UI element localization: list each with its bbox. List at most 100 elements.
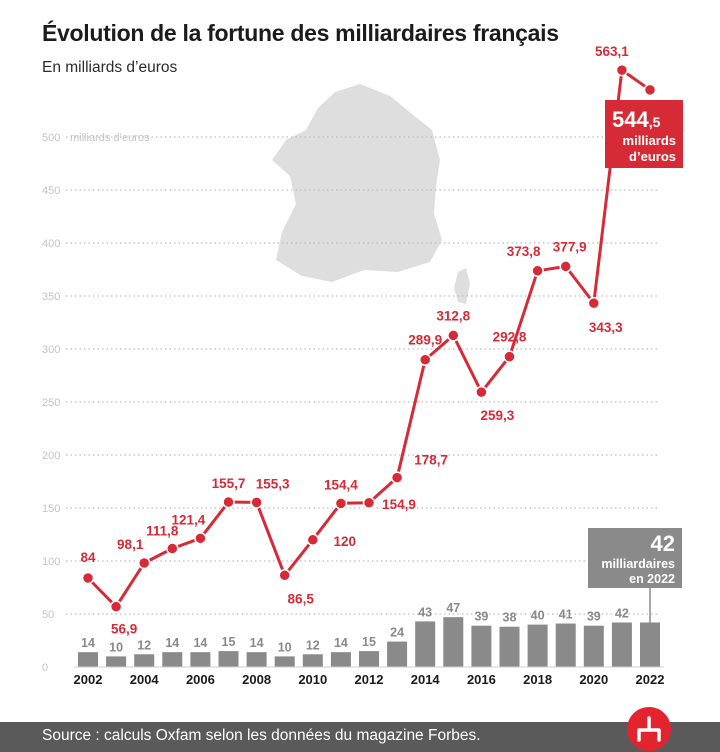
bar-label: 15 — [222, 635, 236, 649]
fortune-point — [615, 63, 629, 77]
fortune-value-label: 111,8 — [146, 523, 179, 538]
bar-label: 24 — [390, 626, 404, 640]
billionaires-bar — [190, 652, 211, 667]
billionaires-bar — [274, 656, 295, 667]
x-tick-label: 2008 — [242, 672, 271, 687]
fortune-point — [559, 260, 572, 273]
chart-title: Évolution de la fortune des milliardaire… — [42, 20, 559, 46]
fortune-point — [503, 350, 516, 363]
fortune-callout-unit2: d’euros — [629, 149, 676, 164]
x-tick-label: 2004 — [130, 672, 160, 687]
bar-label: 38 — [503, 611, 517, 625]
fortune-point — [166, 542, 179, 555]
bar-label: 43 — [418, 605, 432, 619]
bar-label: 10 — [278, 640, 292, 654]
fortune-value-label: 98,1 — [117, 537, 144, 552]
billionaires-bar — [162, 652, 183, 667]
bar-label: 10 — [109, 640, 123, 654]
fortune-value-label: 155,7 — [212, 476, 246, 491]
y-tick-label: 500 — [42, 132, 60, 144]
source-footer: Source : calculs Oxfam selon les données… — [0, 722, 720, 752]
fortune-value-label: 86,5 — [288, 591, 315, 606]
billionaires-bar — [499, 626, 520, 667]
y-tick-label: 200 — [42, 450, 60, 462]
billionaires-callout: 42 milliardaires en 2022 — [588, 528, 682, 624]
bar-label: 14 — [193, 636, 207, 650]
publisher-logo-icon — [627, 707, 671, 751]
fortune-value-label: 289,9 — [408, 333, 442, 348]
fortune-point — [109, 600, 123, 613]
y-tick-label: 250 — [42, 397, 60, 409]
y-tick-label: 450 — [42, 185, 60, 197]
corsica-map — [454, 268, 470, 304]
bar-label: 14 — [165, 636, 179, 650]
x-tick-label: 2002 — [74, 672, 103, 687]
fortune-value-label: 377,9 — [553, 239, 587, 254]
billionaires-bar — [555, 623, 576, 667]
billionaires-bar — [359, 651, 379, 667]
fortune-value-label: 563,1 — [595, 44, 629, 59]
chart-canvas: 0 50 100 150 200 250 300 350 400 450 500 milliards … — [42, 44, 683, 687]
billionaires-bar — [415, 621, 436, 667]
billionaires-bar — [387, 641, 408, 667]
billionaires-bar — [78, 652, 98, 667]
bar-label: 39 — [587, 610, 601, 624]
bar-label: 41 — [559, 608, 573, 622]
svg-text:544,5: 544,5 — [612, 107, 661, 132]
billionaires-bar — [611, 622, 632, 667]
x-tick-label: 2006 — [186, 672, 215, 687]
france-map — [272, 84, 442, 282]
billionaires-callout-unit2: en 2022 — [629, 572, 675, 586]
billionaires-callout-unit1: milliardaires — [601, 557, 675, 571]
y-tick-label: 350 — [42, 291, 60, 303]
fortune-value-label: 120 — [334, 534, 357, 549]
bar-label: 12 — [306, 638, 320, 652]
x-tick-label: 2018 — [523, 672, 552, 687]
y-axis-unit-label: milliards d’euros — [70, 132, 150, 144]
fortune-value-label: 121,4 — [172, 512, 206, 527]
billionaires-bar — [527, 624, 548, 667]
bar-label: 40 — [531, 609, 545, 623]
fortune-value-label: 154,9 — [382, 497, 416, 512]
x-tick-label: 2022 — [636, 672, 665, 687]
y-tick-label: 50 — [42, 609, 54, 621]
y-tick-label: 0 — [42, 662, 48, 674]
x-tick-label: 2012 — [355, 672, 384, 687]
fortune-point — [643, 83, 657, 97]
x-tick-label: 2020 — [579, 672, 608, 687]
fortune-value-label: 154,4 — [324, 477, 358, 492]
billionaires-callout-box — [588, 528, 682, 588]
fortune-callout-unit1: milliards — [623, 133, 676, 148]
fortune-point — [250, 496, 263, 509]
x-tick-label: 2014 — [411, 672, 441, 687]
fortune-point — [531, 264, 544, 278]
fortune-callout-value: 544 — [612, 107, 649, 132]
fortune-callout-decimal: ,5 — [649, 114, 661, 130]
fortune-callout: 544,5 milliards d’euros — [605, 100, 683, 168]
billionaires-bar — [218, 651, 239, 667]
fortune-point — [390, 471, 404, 484]
fortune-point — [222, 495, 235, 509]
billionaires-bar — [583, 625, 604, 667]
fortune-point — [447, 329, 460, 342]
billionaires-callout-value: 42 — [651, 531, 675, 556]
y-tick-label: 300 — [42, 344, 60, 356]
fortune-point — [475, 385, 488, 399]
billionaires-bar — [134, 654, 155, 667]
bar-label: 39 — [474, 610, 488, 624]
fortune-value-label: 155,3 — [256, 476, 290, 491]
billionaires-bar — [640, 622, 660, 667]
fortune-value-label: 373,8 — [507, 244, 541, 259]
x-tick-label: 2010 — [298, 672, 327, 687]
fortune-point — [81, 571, 95, 585]
fortune-point — [334, 497, 348, 510]
fortune-value-label: 178,7 — [414, 453, 448, 468]
fortune-point — [194, 532, 207, 545]
bar-label: 12 — [137, 638, 151, 652]
bar-label: 14 — [334, 636, 348, 650]
bar-label: 14 — [81, 636, 95, 650]
billionaires-bar — [302, 654, 323, 667]
fortune-value-label: 343,3 — [589, 320, 623, 335]
fortune-point — [306, 533, 320, 547]
fortune-point — [418, 353, 432, 366]
